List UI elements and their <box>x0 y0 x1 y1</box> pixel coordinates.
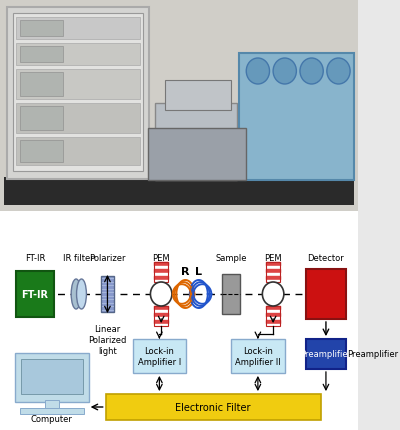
Bar <box>20 141 63 163</box>
FancyBboxPatch shape <box>15 353 89 402</box>
Text: FT-IR: FT-IR <box>22 289 48 299</box>
Bar <box>20 107 63 131</box>
Bar <box>16 18 140 40</box>
Text: Polarizer: Polarizer <box>89 253 126 262</box>
Bar <box>16 271 54 317</box>
Text: Lock-in
Amplifier II: Lock-in Amplifier II <box>235 346 281 366</box>
Text: PEM: PEM <box>152 253 170 262</box>
Bar <box>154 306 168 326</box>
Bar <box>266 262 280 283</box>
Bar <box>20 47 63 63</box>
Ellipse shape <box>76 280 86 309</box>
Text: Electronic Filter: Electronic Filter <box>175 402 251 412</box>
Text: L: L <box>195 266 202 276</box>
Text: R: R <box>181 266 190 276</box>
Text: PEM: PEM <box>264 253 282 262</box>
FancyBboxPatch shape <box>7 8 149 180</box>
Bar <box>0 0 358 212</box>
Bar <box>20 359 83 394</box>
Bar <box>20 73 63 97</box>
Ellipse shape <box>71 280 81 309</box>
Bar <box>222 274 240 314</box>
Text: Computer: Computer <box>31 415 73 423</box>
Bar <box>20 21 63 37</box>
Circle shape <box>273 59 296 85</box>
FancyBboxPatch shape <box>155 104 237 181</box>
Bar <box>132 339 186 373</box>
Bar <box>101 276 114 312</box>
Circle shape <box>246 59 270 85</box>
Bar <box>16 44 140 66</box>
Bar <box>16 70 140 100</box>
Bar <box>154 262 168 283</box>
Bar <box>106 394 320 420</box>
Ellipse shape <box>150 283 172 306</box>
FancyBboxPatch shape <box>12 14 143 172</box>
Text: Linear
Polarized
light: Linear Polarized light <box>88 324 127 355</box>
Bar <box>0 0 358 212</box>
Bar <box>306 269 346 319</box>
Text: Sample: Sample <box>215 253 247 262</box>
FancyBboxPatch shape <box>165 81 231 111</box>
Text: FT-IR: FT-IR <box>25 253 45 262</box>
Text: Lock-in
Amplifier I: Lock-in Amplifier I <box>138 346 181 366</box>
Circle shape <box>300 59 323 85</box>
Circle shape <box>327 59 350 85</box>
Bar <box>0 212 358 430</box>
Bar <box>16 138 140 166</box>
Text: Preamplifier: Preamplifier <box>348 350 398 359</box>
Bar <box>231 339 285 373</box>
Text: IR filter: IR filter <box>64 253 94 262</box>
Ellipse shape <box>262 283 284 306</box>
Text: Preamplifier: Preamplifier <box>300 350 352 359</box>
Text: Detector: Detector <box>308 253 344 262</box>
Bar <box>16 104 140 134</box>
Bar <box>20 408 84 414</box>
Bar <box>45 400 59 408</box>
FancyBboxPatch shape <box>148 129 246 181</box>
FancyBboxPatch shape <box>239 54 354 181</box>
Bar <box>266 306 280 326</box>
Bar <box>4 178 354 206</box>
Bar <box>306 339 346 369</box>
